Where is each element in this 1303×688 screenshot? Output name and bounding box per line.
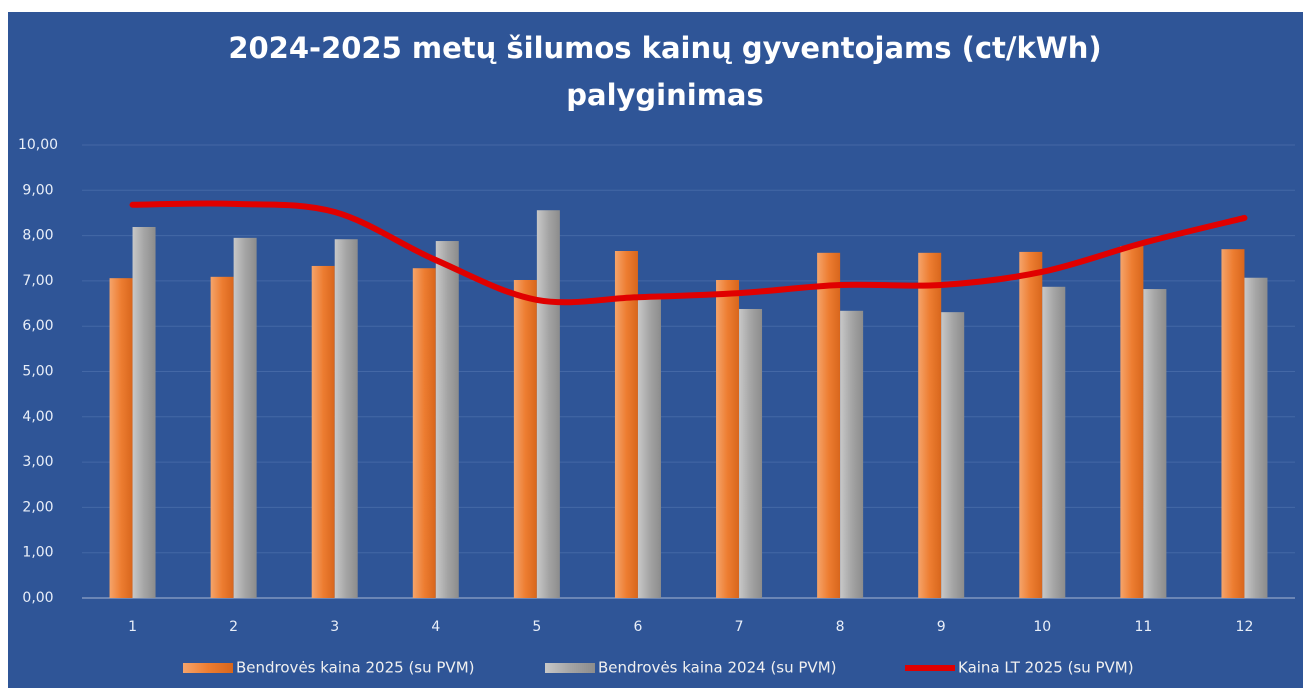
bar [739, 308, 763, 598]
bar [1244, 277, 1268, 598]
bar [716, 279, 740, 598]
x-tick-label: 2 [229, 619, 238, 635]
legend-label: Kaina LT 2025 (su PVM) [958, 659, 1134, 677]
bar [210, 276, 234, 598]
bar [536, 210, 560, 598]
bar [435, 241, 459, 598]
bar [109, 278, 133, 598]
bar [132, 226, 156, 599]
bar [637, 298, 661, 598]
y-tick-label: 2,00 [22, 499, 53, 515]
x-tick-label: 12 [1236, 619, 1254, 635]
y-tick-label: 10,00 [18, 137, 58, 153]
line [129, 200, 1248, 306]
legend-swatch [183, 663, 233, 673]
bar [941, 312, 965, 598]
bar [840, 310, 864, 598]
y-tick-label: 4,00 [22, 409, 53, 425]
y-tick-label: 6,00 [22, 318, 53, 334]
y-tick-label: 9,00 [22, 182, 53, 198]
bar [817, 252, 841, 598]
y-tick-label: 0,00 [22, 590, 53, 606]
bar [1221, 249, 1245, 598]
legend-label: Bendrovės kaina 2024 (su PVM) [598, 659, 836, 677]
y-tick-label: 8,00 [22, 228, 53, 244]
bar [233, 237, 257, 599]
legend-swatch [545, 663, 595, 673]
y-tick-label: 3,00 [22, 454, 53, 470]
legend-label: Bendrovės kaina 2025 (su PVM) [236, 659, 474, 677]
bar [1019, 251, 1043, 598]
y-tick-label: 7,00 [22, 273, 53, 289]
bar [1143, 289, 1167, 598]
bar [614, 251, 638, 598]
bar [1120, 246, 1144, 599]
x-tick-label: 3 [330, 619, 339, 635]
x-tick-label: 4 [431, 619, 440, 635]
bar [334, 239, 358, 598]
bar [513, 279, 537, 598]
x-tick-label: 6 [633, 619, 642, 635]
x-tick-label: 10 [1033, 619, 1051, 635]
bar [918, 252, 942, 598]
bar [412, 268, 436, 598]
x-tick-label: 1 [128, 619, 137, 635]
y-tick-label: 1,00 [22, 545, 53, 561]
x-tick-label: 8 [836, 619, 845, 635]
x-tick-label: 7 [735, 619, 744, 635]
chart-title: 2024-2025 metų šilumos kainų gyventojams… [228, 31, 1101, 65]
x-tick-label: 11 [1134, 619, 1152, 635]
x-tick-label: 5 [532, 619, 541, 635]
x-tick-label: 9 [937, 619, 946, 635]
bar [1042, 286, 1066, 598]
y-tick-label: 5,00 [22, 364, 53, 380]
bar [311, 265, 335, 598]
chart-title: palyginimas [566, 78, 764, 112]
